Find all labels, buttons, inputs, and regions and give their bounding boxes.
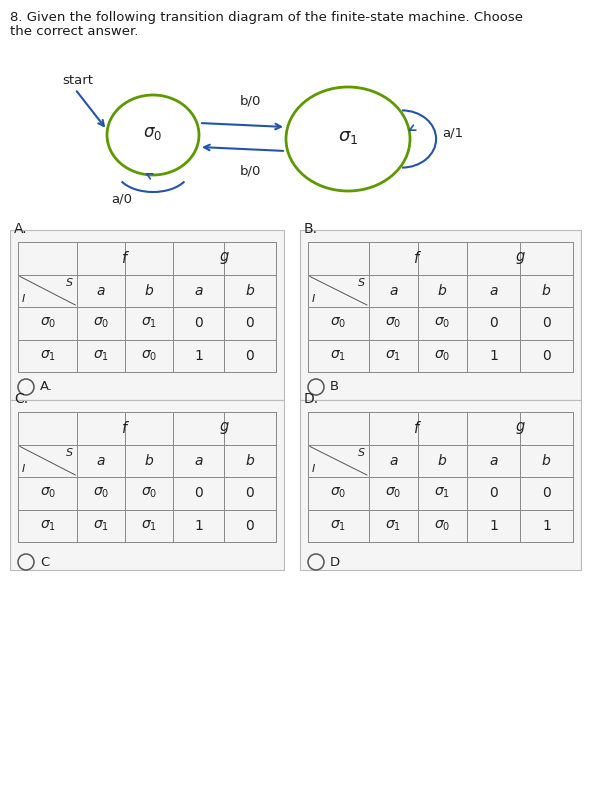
Text: $0$: $0$: [194, 316, 204, 331]
Text: $0$: $0$: [542, 486, 551, 501]
Text: $\sigma_0$: $\sigma_0$: [386, 316, 402, 331]
Text: $f$: $f$: [413, 420, 422, 436]
Text: $0$: $0$: [245, 349, 255, 363]
Text: $a$: $a$: [96, 454, 106, 467]
Text: C: C: [40, 556, 49, 568]
Text: $\sigma_0$: $\sigma_0$: [434, 519, 451, 533]
Text: $b$: $b$: [144, 283, 154, 298]
Text: $f$: $f$: [121, 420, 129, 436]
Text: $b$: $b$: [437, 453, 447, 468]
Text: $\sigma_1$: $\sigma_1$: [330, 349, 346, 363]
Text: $\sigma_1$: $\sigma_1$: [40, 519, 56, 533]
Text: I: I: [22, 464, 26, 474]
Text: $f$: $f$: [121, 250, 129, 266]
Text: $1$: $1$: [194, 519, 203, 533]
Text: A.: A.: [14, 222, 28, 236]
Text: $\sigma_0$: $\sigma_0$: [330, 486, 347, 501]
Text: $1$: $1$: [542, 519, 551, 533]
Text: $a$: $a$: [194, 454, 203, 467]
Text: $a$: $a$: [388, 284, 398, 297]
Text: $b$: $b$: [541, 453, 552, 468]
Text: $1$: $1$: [489, 349, 498, 363]
Text: D: D: [330, 556, 340, 568]
Text: $\sigma_0$: $\sigma_0$: [434, 349, 451, 363]
Text: $b$: $b$: [245, 283, 255, 298]
Text: $\sigma_1$: $\sigma_1$: [386, 519, 402, 533]
Text: $\sigma_1$: $\sigma_1$: [434, 486, 450, 501]
Text: $\sigma_0$: $\sigma_0$: [330, 316, 347, 331]
Text: the correct answer.: the correct answer.: [10, 25, 138, 38]
Text: $\sigma_1$: $\sigma_1$: [386, 349, 402, 363]
Text: $0$: $0$: [489, 316, 498, 331]
Text: D.: D.: [304, 392, 319, 406]
Text: $\sigma_0$: $\sigma_0$: [434, 316, 451, 331]
Text: C.: C.: [14, 392, 28, 406]
Text: I: I: [312, 464, 315, 474]
Text: a/0: a/0: [111, 193, 132, 206]
Text: $\sigma_1$: $\sigma_1$: [93, 519, 109, 533]
Text: $\sigma_1$: $\sigma_1$: [40, 349, 56, 363]
FancyBboxPatch shape: [300, 230, 581, 400]
Text: $\sigma_1$: $\sigma_1$: [330, 519, 346, 533]
Text: $0$: $0$: [245, 519, 255, 533]
Text: $1$: $1$: [194, 349, 203, 363]
Text: I: I: [312, 294, 315, 304]
Text: $a$: $a$: [96, 284, 106, 297]
Text: $\sigma_0$: $\sigma_0$: [93, 486, 109, 501]
Text: $b$: $b$: [437, 283, 447, 298]
Text: S: S: [66, 448, 73, 457]
Text: $\sigma_0$: $\sigma_0$: [141, 349, 157, 363]
Text: $0$: $0$: [489, 486, 498, 501]
Text: $\sigma_0$: $\sigma_0$: [141, 486, 157, 501]
Text: $g$: $g$: [514, 420, 525, 436]
Text: start: start: [62, 75, 93, 87]
Text: $\sigma_1$: $\sigma_1$: [93, 349, 109, 363]
Text: $\sigma_0$: $\sigma_0$: [386, 486, 402, 501]
Text: A.: A.: [40, 380, 53, 394]
Text: $a$: $a$: [489, 454, 498, 467]
Text: $g$: $g$: [219, 250, 230, 266]
Text: $b$: $b$: [144, 453, 154, 468]
Text: $1$: $1$: [489, 519, 498, 533]
Text: B.: B.: [304, 222, 318, 236]
Text: S: S: [358, 278, 365, 287]
Text: I: I: [22, 294, 26, 304]
Text: 8. Given the following transition diagram of the finite-state machine. Choose: 8. Given the following transition diagra…: [10, 11, 523, 24]
Text: $\sigma_1$: $\sigma_1$: [141, 519, 157, 533]
Text: $b$: $b$: [541, 283, 552, 298]
Text: $a$: $a$: [388, 454, 398, 467]
Text: $g$: $g$: [514, 250, 525, 266]
Text: b/0: b/0: [240, 165, 261, 178]
Text: $g$: $g$: [219, 420, 230, 436]
Text: S: S: [358, 448, 365, 457]
Text: $0$: $0$: [194, 486, 204, 501]
Text: S: S: [66, 278, 73, 287]
Text: $a$: $a$: [489, 284, 498, 297]
Text: $f$: $f$: [413, 250, 422, 266]
Text: $a$: $a$: [194, 284, 203, 297]
Text: B: B: [330, 380, 339, 394]
Text: $\sigma_0$: $\sigma_0$: [93, 316, 109, 331]
Text: $\sigma_0$: $\sigma_0$: [40, 486, 56, 501]
Text: $\sigma_1$: $\sigma_1$: [338, 128, 358, 146]
Text: a/1: a/1: [442, 127, 463, 139]
FancyBboxPatch shape: [300, 400, 581, 570]
FancyBboxPatch shape: [10, 230, 284, 400]
Text: $\sigma_0$: $\sigma_0$: [143, 124, 163, 142]
Text: $0$: $0$: [245, 316, 255, 331]
Text: $\sigma_0$: $\sigma_0$: [40, 316, 56, 331]
Text: $0$: $0$: [245, 486, 255, 501]
Text: $0$: $0$: [542, 349, 551, 363]
FancyBboxPatch shape: [10, 400, 284, 570]
Text: $b$: $b$: [245, 453, 255, 468]
Text: b/0: b/0: [240, 94, 261, 107]
Text: $\sigma_1$: $\sigma_1$: [141, 316, 157, 331]
Text: $0$: $0$: [542, 316, 551, 331]
